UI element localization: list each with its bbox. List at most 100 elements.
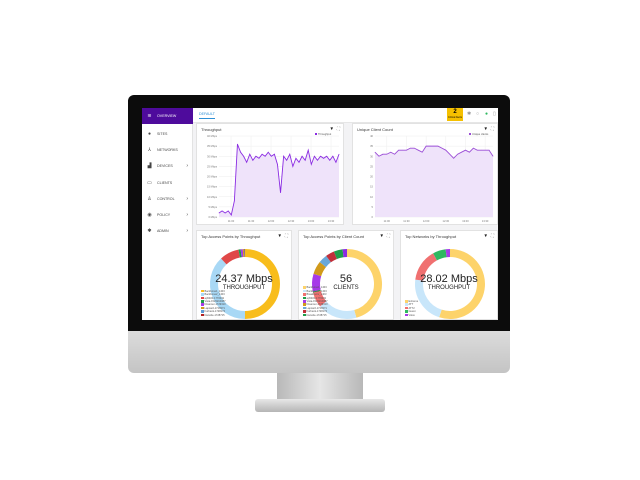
help-icon[interactable]: ○	[476, 111, 480, 117]
legend-item[interactable]: Breakroom_1403	[303, 293, 328, 296]
sidebar-item-label: OVERVIEW	[157, 114, 177, 118]
data-point	[221, 210, 223, 212]
legend-item[interactable]: Extreme	[405, 300, 418, 303]
user-icon[interactable]: ▯	[493, 111, 496, 117]
legend-item[interactable]: Backbone2_1403	[303, 290, 328, 293]
legend-item[interactable]: Backbone1_1403	[303, 286, 328, 289]
donut-slice	[221, 249, 241, 265]
donut-center: 28.02 Mbps THROUGHPUT	[401, 274, 497, 292]
data-point	[261, 153, 263, 155]
sidebar-item-label: SITES	[157, 132, 168, 136]
donut-slice	[326, 251, 338, 263]
control-icon: ♙	[147, 195, 152, 202]
y-tick-label: 35	[370, 144, 373, 148]
data-point	[243, 155, 244, 157]
data-point	[286, 160, 287, 161]
expand-icon[interactable]: ⛶	[284, 233, 288, 238]
data-point	[469, 151, 470, 153]
legend-swatch	[405, 306, 408, 310]
legend-swatch	[201, 296, 204, 300]
legend-swatch	[201, 300, 204, 303]
refresh-icon[interactable]: ●	[485, 111, 489, 117]
data-point	[386, 153, 388, 155]
legend-item[interactable]: Dreamer-1729310	[201, 303, 226, 306]
sidebar-item-clients[interactable]: ▭ CLIENTS	[142, 175, 193, 191]
data-point	[476, 149, 478, 151]
legend-item[interactable]: ATT	[405, 303, 418, 306]
sidebar-item-admin[interactable]: ✱ ADMIN ›	[142, 223, 193, 239]
expand-icon[interactable]: ⛶	[490, 233, 494, 238]
data-point	[298, 162, 300, 163]
device-icon: ▟	[147, 163, 152, 170]
legend-item[interactable]: Backbone2_1403	[201, 293, 226, 296]
legend-label: Backbone2_1403	[306, 289, 327, 293]
legend-item[interactable]: Dreamer-1729310	[303, 303, 328, 306]
x-tick-label: 11:30	[403, 219, 410, 223]
y-tick-label: 0 Mbps	[208, 215, 217, 219]
data-point	[320, 155, 321, 157]
sidebar-item-sites[interactable]: ● SITES	[142, 126, 193, 142]
y-tick-label: 25 Mbps	[207, 164, 218, 168]
filter-icon[interactable]: ▼	[379, 233, 384, 238]
data-point	[374, 151, 376, 153]
clients-icon: ▭	[147, 179, 152, 186]
y-tick-label: 15	[370, 185, 373, 189]
filter-icon[interactable]: ▼	[277, 233, 282, 238]
tab-default[interactable]: DEFAULT	[199, 112, 215, 119]
legend-label: ap5400-1770032	[306, 296, 327, 300]
legend-item[interactable]: ATT2	[405, 307, 418, 310]
filter-icon[interactable]: ▼	[483, 126, 488, 131]
sidebar-item-overview[interactable]: ≋ OVERVIEW	[142, 108, 193, 124]
legend-item[interactable]: Furbank-1728174	[201, 310, 226, 313]
expand-icon[interactable]: ⛶	[386, 233, 390, 238]
legend-item[interactable]: ap5400-1770032	[303, 297, 328, 300]
donut-slice	[415, 253, 438, 281]
sidebar-item-policy[interactable]: ◉ POLICY ›	[142, 207, 193, 223]
legend-item[interactable]: Vista-1523210387	[201, 300, 226, 303]
y-tick-label: 5 Mbps	[208, 205, 217, 209]
chevron-right-icon: ›	[186, 195, 188, 202]
donut-slice	[312, 273, 322, 292]
sidebar-item-label: NETWORKS	[157, 148, 178, 153]
data-point	[264, 155, 266, 157]
legend-item[interactable]: Backbone1_1403	[201, 290, 226, 293]
sidebar-item-label: CLIENTS	[157, 180, 173, 185]
dashboard-screen: ≋ OVERVIEW ● SITES ⅄ NETWORKS ▟ DEVICES › ▭ CLIENT…	[142, 108, 498, 320]
x-tick-label: 12:30	[288, 219, 295, 223]
legend-label: Breakroom_1403	[306, 293, 327, 297]
settings-icon[interactable]: ✱	[467, 111, 472, 117]
center-value: 28.02 Mbps	[420, 273, 478, 285]
sidebar-item-control[interactable]: ♙ CONTROL ›	[142, 191, 193, 207]
legend-item[interactable]: Voice	[405, 314, 418, 317]
legend-item[interactable]: Lapcard-1728371	[201, 307, 226, 310]
expand-icon[interactable]: ⛶	[336, 126, 340, 131]
legend-item[interactable]: Vista-1523210387	[303, 300, 328, 303]
legend-item[interactable]: ap5400-1770032	[201, 297, 226, 300]
donut-slice	[415, 279, 442, 318]
donut-slice	[439, 249, 485, 319]
legend-item[interactable]: Danube-1728715	[201, 314, 226, 317]
critical-alerts-badge[interactable]: 2 Critical Alerts	[447, 108, 463, 121]
data-point	[465, 149, 466, 151]
legend-item[interactable]: Lapcard-1728371	[303, 307, 328, 310]
data-point	[252, 160, 254, 161]
data-point	[267, 151, 269, 153]
y-tick-label: 20 Mbps	[207, 175, 218, 179]
filter-icon[interactable]: ▼	[483, 233, 488, 238]
legend-item[interactable]: Danube-1728715	[303, 314, 328, 317]
sidebar-item-devices[interactable]: ▟ DEVICES ›	[142, 158, 193, 174]
legend-item[interactable]: Furbank-1728174	[303, 310, 328, 313]
data-point	[277, 164, 278, 165]
center-value: 24.37 Mbps	[215, 273, 273, 285]
sidebar-item-networks[interactable]: ⅄ NETWORKS	[142, 142, 193, 158]
expand-icon[interactable]: ⛶	[490, 126, 494, 131]
legend-label: Vista-1523210387	[306, 299, 328, 303]
donut-slice	[320, 301, 357, 319]
chart-svg: 0 Mbps 5 Mbps 10 Mbps 15 Mbps 20 Mbps 25 Mbps…	[207, 132, 340, 223]
x-tick-label: 11:00	[384, 219, 391, 223]
y-tick-label: 15 Mbps	[207, 185, 218, 189]
legend-item[interactable]: Guest	[405, 310, 418, 313]
data-point	[378, 155, 380, 157]
filter-icon[interactable]: ▼	[329, 126, 334, 131]
legend: Backbone1_1403 Backbone2_1403 Breakroom_14…	[303, 286, 328, 317]
